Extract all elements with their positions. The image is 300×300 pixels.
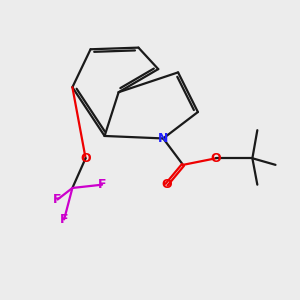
Text: O: O <box>211 152 221 165</box>
Text: F: F <box>98 178 106 191</box>
Text: O: O <box>80 152 91 165</box>
Text: O: O <box>161 178 172 191</box>
Text: F: F <box>60 213 68 226</box>
Text: N: N <box>158 132 168 145</box>
Text: F: F <box>53 193 62 206</box>
